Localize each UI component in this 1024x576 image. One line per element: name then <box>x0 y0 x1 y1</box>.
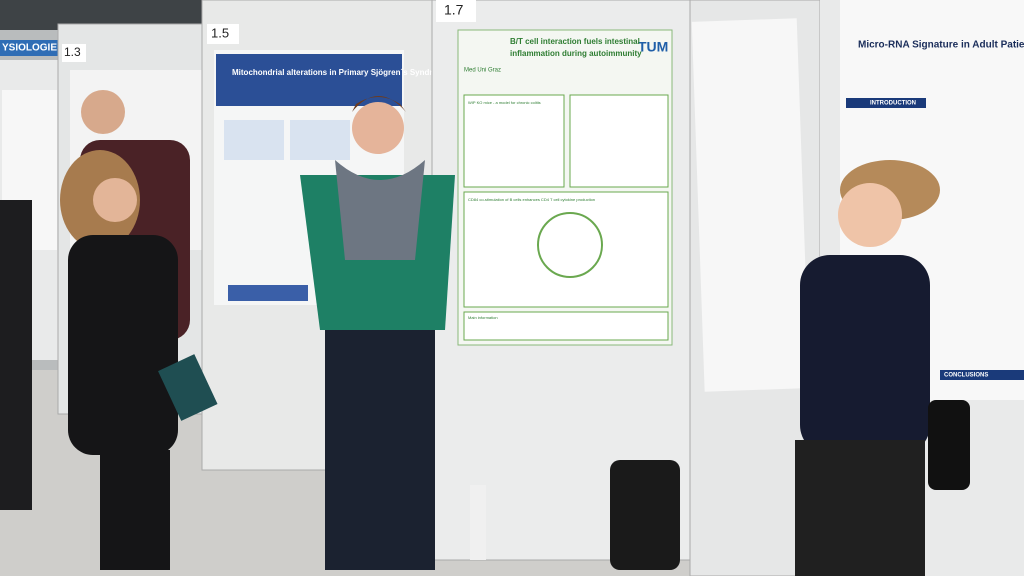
legs <box>325 330 435 570</box>
legs <box>100 450 170 570</box>
diagram <box>537 212 603 278</box>
scarf <box>335 160 425 260</box>
poster-header <box>216 54 402 106</box>
sign-number: 1.3 <box>64 45 81 59</box>
banner-text: YSIOLOGIE <box>2 43 57 54</box>
bottle <box>470 485 486 560</box>
figure <box>224 120 284 160</box>
poster-section: Main information <box>468 315 498 320</box>
sign <box>62 44 86 62</box>
booklet <box>158 354 218 421</box>
poster-logo: Med Uni Graz <box>464 68 501 74</box>
poster-box <box>463 191 669 308</box>
skirt <box>795 440 925 576</box>
backpack <box>610 460 680 570</box>
bag <box>470 460 680 570</box>
handbag <box>928 400 970 490</box>
person <box>60 150 218 570</box>
poster-box <box>569 94 669 188</box>
person <box>0 200 32 510</box>
sign-number: 1.7 <box>444 2 464 18</box>
torso <box>68 235 178 455</box>
person-body <box>0 200 32 510</box>
poster-box <box>463 94 565 188</box>
poster <box>691 18 810 392</box>
sign <box>207 24 239 44</box>
poster-box <box>463 311 669 341</box>
poster-title: Mitochondrial alterations in Primary Sjö… <box>232 68 449 77</box>
poster-section: INTRODUCTION <box>870 101 916 107</box>
head <box>838 183 902 247</box>
head <box>81 90 125 134</box>
poster-section: CONCLUSIONS <box>944 373 988 379</box>
poster-title-line: inflammation during autoimmunity <box>510 49 642 58</box>
poster-logo: TUM <box>638 39 668 55</box>
figure <box>290 120 350 160</box>
head <box>93 178 137 222</box>
poster-title: Micro-RNA Signature in Adult Patients wi… <box>858 40 1024 51</box>
poster-footer <box>228 285 308 301</box>
person <box>300 96 455 570</box>
section-bar <box>846 98 926 108</box>
sign <box>436 0 476 22</box>
poster-section: WIP KO mice - a model for chronic coliti… <box>468 100 541 105</box>
sign-number: 1.5 <box>211 25 229 40</box>
head <box>352 102 404 154</box>
poster-section: CD84 co-stimulation of B cells enhances … <box>468 197 595 202</box>
poster-title-line: B/T cell interaction fuels intestinal <box>510 37 640 46</box>
banner <box>0 40 60 56</box>
torso <box>800 255 930 455</box>
person <box>795 160 970 576</box>
section-bar <box>940 370 1024 380</box>
